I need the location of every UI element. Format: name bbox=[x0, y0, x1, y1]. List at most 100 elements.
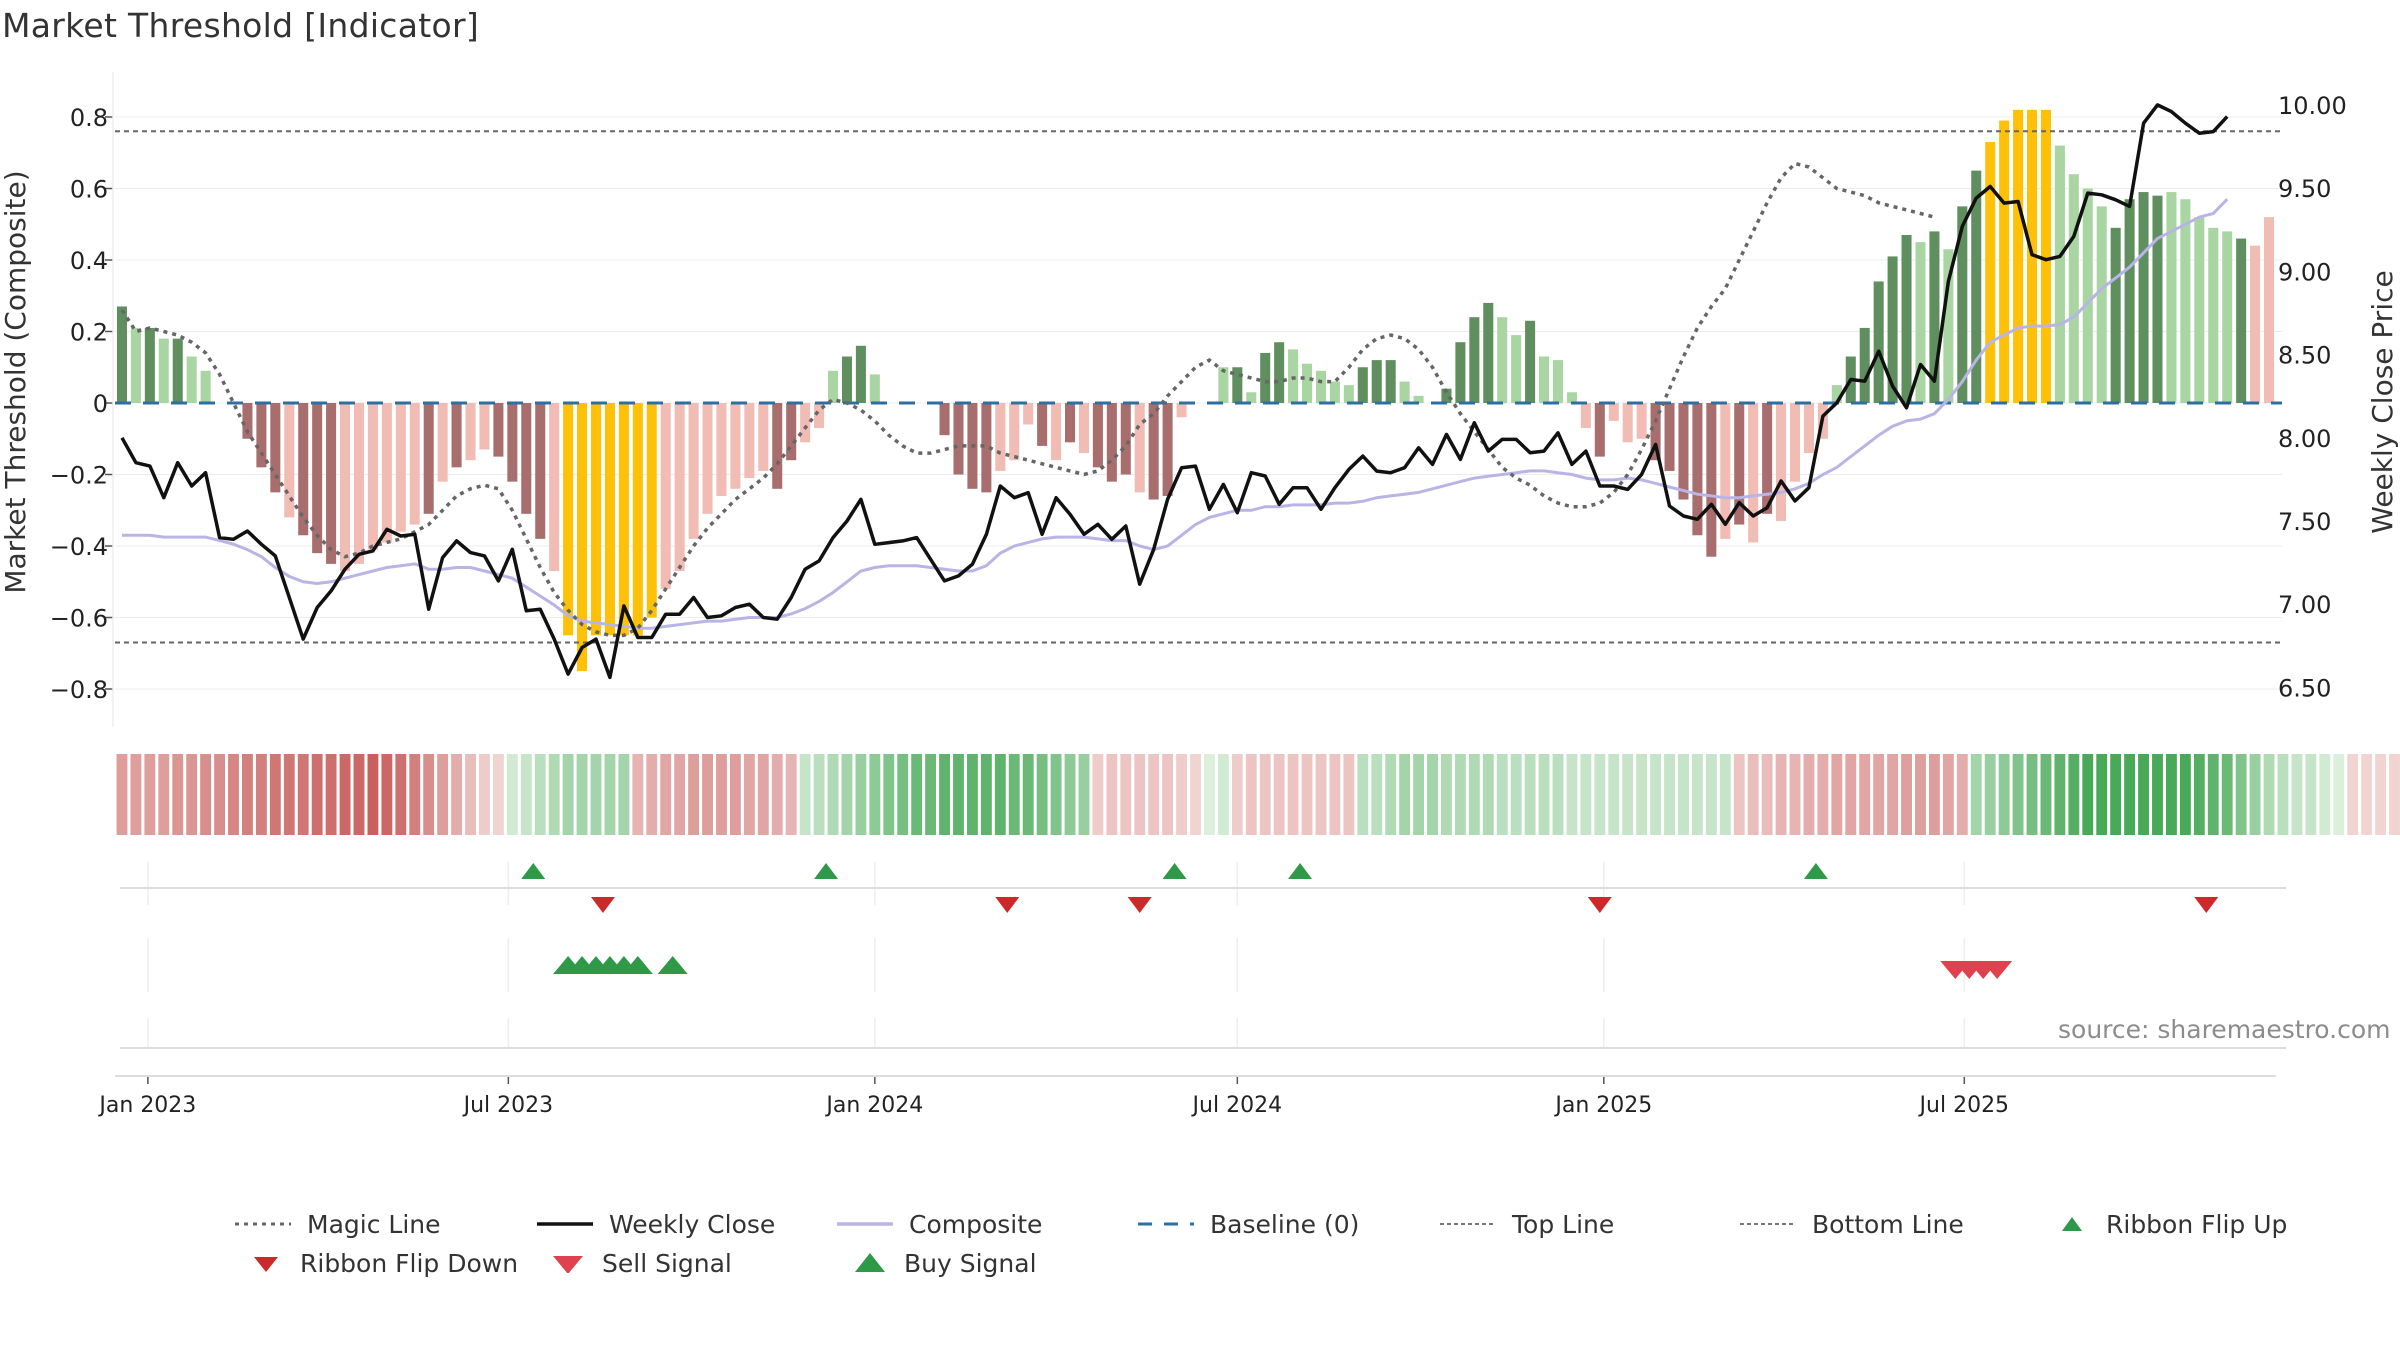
histogram-bar bbox=[841, 356, 852, 403]
histogram-bar bbox=[479, 403, 490, 450]
ribbon-cell bbox=[1134, 754, 1146, 835]
ribbon-cell bbox=[2096, 754, 2108, 835]
histogram-bar bbox=[1887, 256, 1898, 403]
ribbon-cell bbox=[1148, 754, 1160, 835]
histogram-bar bbox=[2124, 199, 2135, 403]
ribbon-cell bbox=[2179, 754, 2191, 835]
histogram-bar bbox=[2068, 174, 2079, 403]
ribbon-cell bbox=[130, 754, 142, 835]
histogram-bar bbox=[939, 403, 950, 436]
histogram-bar bbox=[1776, 403, 1787, 521]
histogram-bar bbox=[1831, 385, 1842, 403]
ribbon-cell bbox=[2026, 754, 2038, 835]
y-tick-label: 0.6 bbox=[70, 176, 108, 204]
histogram-bar bbox=[1636, 403, 1647, 439]
ribbon-cell bbox=[242, 754, 253, 835]
ribbon-cell bbox=[2389, 754, 2400, 835]
ribbon-cell bbox=[1427, 754, 1438, 835]
histogram-bar bbox=[869, 374, 880, 403]
histogram-bar bbox=[660, 403, 671, 589]
ribbon-cell bbox=[716, 754, 727, 835]
histogram-bar bbox=[284, 403, 295, 518]
ribbon-cell bbox=[2165, 754, 2177, 835]
ribbon-cell bbox=[729, 754, 741, 835]
ribbon-cell bbox=[255, 754, 267, 835]
magic-line bbox=[120, 161, 1935, 638]
ribbon-cell bbox=[590, 754, 602, 835]
ribbon-cell bbox=[1482, 754, 1494, 835]
ribbon-cell bbox=[883, 754, 895, 835]
ribbon-cell bbox=[1524, 754, 1536, 835]
ribbon-cell bbox=[966, 754, 978, 835]
ribbon-strip bbox=[116, 754, 2400, 835]
histogram-bar bbox=[1915, 242, 1926, 403]
ribbon-cell bbox=[1190, 754, 1201, 835]
ribbon-cell bbox=[1106, 754, 1118, 835]
ribbon-cell bbox=[2249, 754, 2261, 835]
histogram-bar bbox=[1748, 403, 1759, 543]
y-tick-label: 0 bbox=[93, 390, 108, 418]
histogram-bar bbox=[465, 403, 476, 461]
histogram-bar bbox=[1302, 363, 1313, 403]
histogram-bar bbox=[2264, 217, 2275, 403]
ribbon-cell bbox=[1371, 754, 1383, 835]
histogram-bar bbox=[2208, 227, 2219, 403]
ribbon-cell bbox=[479, 754, 490, 835]
ribbon-cell bbox=[2040, 754, 2052, 835]
y-tick-label: 0.4 bbox=[70, 247, 108, 275]
histogram-bar bbox=[1092, 403, 1103, 468]
flip-up-marker bbox=[521, 863, 546, 879]
histogram-bar bbox=[2110, 227, 2121, 403]
histogram-bar bbox=[2096, 206, 2107, 403]
weekly-close-line bbox=[120, 103, 2229, 680]
ribbon-cell bbox=[1496, 754, 1508, 835]
histogram-bar bbox=[1873, 281, 1884, 403]
ribbon-cell bbox=[2012, 754, 2024, 835]
ribbon-cell bbox=[1719, 754, 1731, 835]
histogram-bar bbox=[256, 403, 267, 468]
flip-down-marker bbox=[590, 897, 615, 913]
histogram-bar bbox=[758, 403, 769, 471]
histogram-bar bbox=[312, 403, 323, 554]
composite-line bbox=[122, 198, 2229, 630]
flip-up-marker bbox=[814, 863, 839, 879]
ribbon-cell bbox=[674, 754, 686, 835]
histogram-bar bbox=[1706, 403, 1717, 557]
ribbon-cell bbox=[437, 754, 449, 835]
ribbon-cell bbox=[1733, 754, 1745, 835]
histogram-bar bbox=[1650, 403, 1661, 461]
histogram-bar bbox=[1859, 327, 1870, 403]
ribbon-cell bbox=[423, 754, 435, 835]
ribbon-cell bbox=[2138, 754, 2149, 835]
ribbon-cell bbox=[1343, 754, 1355, 835]
histogram-bar bbox=[1232, 367, 1243, 403]
histogram-bar bbox=[1943, 249, 1954, 403]
ribbon-cell bbox=[451, 754, 463, 835]
histogram-bar bbox=[423, 403, 434, 514]
ribbon-cell bbox=[757, 754, 769, 835]
y-tick-label: −0.4 bbox=[50, 533, 108, 561]
histogram-bar bbox=[1622, 403, 1633, 443]
histogram-bar bbox=[1078, 403, 1089, 454]
histogram-bar bbox=[186, 356, 197, 403]
ribbon-cell bbox=[2277, 754, 2289, 835]
histogram-bar bbox=[1608, 403, 1619, 421]
ribbon-cell bbox=[1050, 754, 1062, 835]
ribbon-cell bbox=[702, 754, 713, 835]
ribbon-cell bbox=[1691, 754, 1703, 835]
ribbon-cell bbox=[506, 754, 518, 835]
ribbon-cell bbox=[520, 754, 532, 835]
ribbon-cell bbox=[2054, 754, 2066, 835]
histogram-bar bbox=[577, 403, 588, 672]
flip-down-marker bbox=[2194, 897, 2219, 913]
y-tick-label: 0.8 bbox=[70, 104, 108, 132]
histogram-bar bbox=[1009, 403, 1020, 461]
ribbon-cell bbox=[158, 754, 170, 835]
histogram-bar bbox=[618, 403, 629, 636]
ribbon-cell bbox=[1538, 754, 1550, 835]
histogram-bar bbox=[340, 403, 351, 572]
histogram-bar bbox=[1971, 170, 1982, 403]
histogram-bar bbox=[981, 403, 992, 493]
ribbon-cell bbox=[1636, 754, 1648, 835]
ribbon-cell bbox=[1859, 754, 1871, 835]
